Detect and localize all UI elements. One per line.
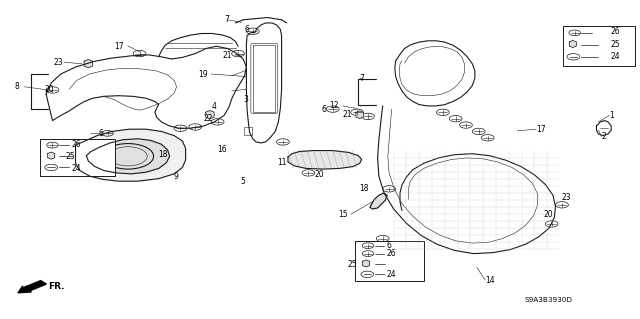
Text: 23: 23	[562, 193, 572, 202]
Text: 18: 18	[359, 184, 369, 193]
Text: 15: 15	[339, 210, 348, 219]
Text: 26: 26	[72, 140, 81, 149]
Text: 5: 5	[240, 177, 245, 186]
Text: 4: 4	[211, 102, 216, 111]
Polygon shape	[356, 111, 364, 119]
Text: 26: 26	[611, 27, 621, 36]
Polygon shape	[570, 41, 576, 48]
Text: 7: 7	[224, 15, 229, 24]
Text: 11: 11	[277, 158, 287, 167]
Text: 14: 14	[485, 276, 495, 285]
Text: 2: 2	[602, 132, 606, 141]
Text: 22: 22	[204, 114, 213, 122]
Polygon shape	[46, 46, 246, 128]
Text: 3: 3	[243, 95, 248, 104]
Bar	[40, 139, 115, 176]
Text: 24: 24	[387, 270, 396, 279]
Text: 25: 25	[348, 260, 357, 269]
Text: 26: 26	[387, 249, 396, 258]
Polygon shape	[395, 41, 475, 106]
Text: 6: 6	[244, 25, 250, 34]
Text: 25: 25	[611, 40, 621, 48]
Text: 24: 24	[611, 52, 621, 61]
Text: 20: 20	[544, 210, 554, 219]
Text: 20: 20	[315, 170, 324, 179]
Bar	[355, 241, 424, 281]
Text: 19: 19	[198, 70, 208, 78]
Bar	[563, 26, 635, 66]
Polygon shape	[86, 139, 170, 174]
Text: 6: 6	[99, 129, 104, 138]
Text: 8: 8	[15, 82, 19, 91]
Text: 16: 16	[218, 145, 227, 154]
Text: 24: 24	[72, 164, 81, 173]
Polygon shape	[76, 129, 186, 181]
Polygon shape	[246, 23, 282, 143]
Text: 25: 25	[66, 152, 76, 161]
Text: 1: 1	[609, 111, 614, 120]
Text: 20: 20	[45, 85, 54, 94]
FancyArrow shape	[18, 281, 46, 293]
Text: 21: 21	[222, 51, 232, 60]
Polygon shape	[596, 121, 611, 136]
Text: 6: 6	[321, 105, 326, 114]
Polygon shape	[370, 193, 387, 209]
Polygon shape	[206, 110, 214, 119]
Text: 12: 12	[330, 101, 339, 110]
Text: 17: 17	[114, 42, 124, 51]
Text: 17: 17	[536, 125, 546, 134]
Polygon shape	[84, 59, 93, 68]
FancyBboxPatch shape	[251, 43, 278, 114]
Text: 21: 21	[342, 110, 352, 119]
Text: 23: 23	[53, 58, 63, 67]
Text: FR.: FR.	[48, 282, 65, 291]
Text: 6: 6	[387, 241, 392, 250]
Polygon shape	[47, 152, 55, 159]
Text: 18: 18	[158, 150, 168, 159]
Polygon shape	[288, 151, 362, 169]
Text: 7: 7	[360, 74, 365, 83]
Text: S9A3B3930D: S9A3B3930D	[525, 298, 573, 303]
Text: 9: 9	[173, 172, 178, 181]
Bar	[244, 127, 252, 135]
Polygon shape	[362, 260, 369, 267]
